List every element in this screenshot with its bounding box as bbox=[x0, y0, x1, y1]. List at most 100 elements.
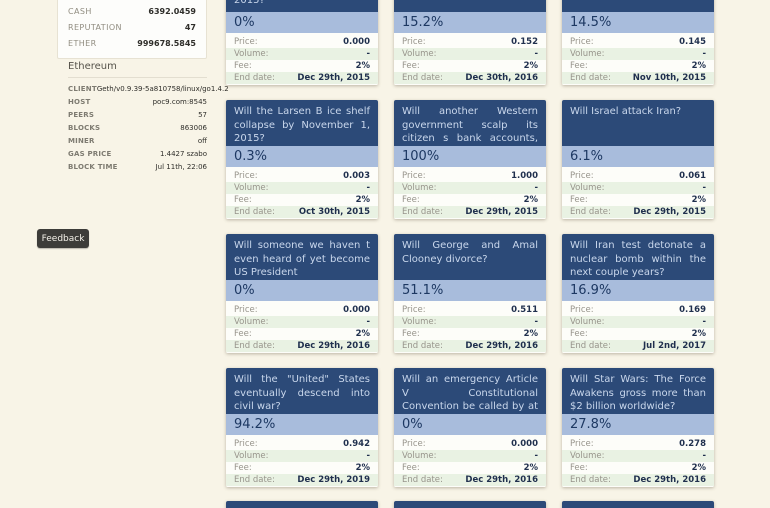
fee-label: Fee: bbox=[570, 329, 588, 339]
market-card[interactable]: 2015? 0% Price: 0.000 Volume: - Fee: 2% … bbox=[226, 0, 378, 85]
end-date-value: Dec 29th, 2016 bbox=[297, 341, 370, 351]
feedback-button[interactable]: Feedback bbox=[37, 229, 89, 248]
volume-label: Volume: bbox=[402, 183, 437, 193]
market-card[interactable]: Will Iran test detonate a nuclear bomb w… bbox=[562, 234, 714, 353]
gas-price-label: GAS PRICE bbox=[68, 149, 112, 158]
market-question bbox=[394, 501, 546, 508]
price-value: 1.000 bbox=[511, 171, 538, 181]
market-percent-value: 94.2% bbox=[234, 417, 276, 432]
volume-value: - bbox=[702, 317, 706, 327]
market-card[interactable]: Will the Larsen B ice shelf collapse by … bbox=[226, 100, 378, 219]
fee-label: Fee: bbox=[234, 195, 252, 205]
market-question-text: Will someone we haven t even heard of ye… bbox=[234, 240, 370, 278]
end-date-row: End date: Dec 29th, 2016 bbox=[394, 340, 546, 352]
price-row: Price: 1.000 bbox=[394, 170, 546, 182]
end-date-row: End date: Dec 29th, 2015 bbox=[394, 206, 546, 218]
market-question: Will the Larsen B ice shelf collapse by … bbox=[226, 100, 378, 146]
market-percent-value: 0% bbox=[402, 417, 423, 432]
market-card[interactable]: Will the "United" States eventually desc… bbox=[226, 368, 378, 487]
end-date-label: End date: bbox=[402, 207, 443, 217]
price-value: 0.145 bbox=[679, 37, 706, 47]
volume-value: - bbox=[702, 49, 706, 59]
market-card[interactable]: Will another Western government scalp it… bbox=[394, 100, 546, 219]
price-row: Price: 0.000 bbox=[394, 438, 546, 450]
end-date-label: End date: bbox=[402, 73, 443, 83]
market-question: Will an emergency Article V Constitution… bbox=[394, 368, 546, 414]
market-card[interactable]: 14.5% Price: 0.145 Volume: - Fee: 2% End… bbox=[562, 0, 714, 85]
market-details: Price: 0.278 Volume: - Fee: 2% End date:… bbox=[562, 435, 714, 487]
market-question: Will Star Wars: The Force Awakens gross … bbox=[562, 368, 714, 414]
market-details: Price: 0.145 Volume: - Fee: 2% End date:… bbox=[562, 33, 714, 85]
market-question bbox=[226, 501, 378, 508]
fee-value: 2% bbox=[691, 61, 706, 71]
market-question: 2015? bbox=[226, 0, 378, 12]
market-details: Price: 1.000 Volume: - Fee: 2% End date:… bbox=[394, 167, 546, 219]
price-row: Price: 0.942 bbox=[226, 438, 378, 450]
end-date-label: End date: bbox=[234, 475, 275, 485]
market-question-text: Will Iran test detonate a nuclear bomb w… bbox=[570, 240, 706, 278]
market-card[interactable]: Will Israel attack Iran? 6.1% Price: 0.0… bbox=[562, 100, 714, 219]
volume-value: - bbox=[366, 183, 370, 193]
end-date-label: End date: bbox=[402, 341, 443, 351]
fee-label: Fee: bbox=[402, 195, 420, 205]
market-details: Price: 0.000 Volume: - Fee: 2% End date:… bbox=[226, 33, 378, 85]
market-percent-bar: 0.3% bbox=[226, 146, 378, 167]
node-row-gas-price: GAS PRICE 1.4427 szabo bbox=[68, 147, 207, 160]
host-label: HOST bbox=[68, 97, 91, 106]
price-value: 0.061 bbox=[679, 171, 706, 181]
market-percent-bar: 16.9% bbox=[562, 280, 714, 301]
market-percent-bar: 0% bbox=[226, 280, 378, 301]
fee-value: 2% bbox=[523, 61, 538, 71]
volume-value: - bbox=[366, 49, 370, 59]
ethereum-node-info: CLIENT Geth/v0.9.39-5a810758/linux/go1.4… bbox=[68, 82, 229, 173]
host-value: poc9.com:8545 bbox=[152, 97, 207, 106]
node-row-miner: MINER off bbox=[68, 134, 207, 147]
market-percent-bar: 51.1% bbox=[394, 280, 546, 301]
market-percent-value: 51.1% bbox=[402, 283, 444, 298]
price-row: Price: 0.278 bbox=[562, 438, 714, 450]
market-percent-value: 15.2% bbox=[402, 15, 444, 30]
gas-price-value: 1.4427 szabo bbox=[159, 149, 207, 158]
ethereum-section-heading: Ethereum bbox=[68, 61, 207, 78]
market-card[interactable]: Will someone we haven t even heard of ye… bbox=[226, 234, 378, 353]
market-card[interactable]: Price: Volume: Fee: End date: bbox=[562, 501, 714, 508]
market-percent-value: 16.9% bbox=[570, 283, 612, 298]
market-question-text: Will George and Amal Clooney divorce? bbox=[402, 240, 538, 265]
market-card[interactable]: Price: Volume: Fee: End date: bbox=[226, 501, 378, 508]
fee-value: 2% bbox=[355, 61, 370, 71]
market-card[interactable]: Price: Volume: Fee: End date: bbox=[394, 501, 546, 508]
market-question-text: 2015? bbox=[234, 0, 265, 6]
market-question-text: Will an emergency Article V Constitution… bbox=[402, 374, 538, 412]
fee-value: 2% bbox=[691, 195, 706, 205]
market-card[interactable]: Will an emergency Article V Constitution… bbox=[394, 368, 546, 487]
market-card[interactable]: Will George and Amal Clooney divorce? 51… bbox=[394, 234, 546, 353]
end-date-value: Dec 29th, 2016 bbox=[465, 475, 538, 485]
node-row-client: CLIENT Geth/v0.9.39-5a810758/linux/go1.4… bbox=[68, 82, 229, 95]
fee-label: Fee: bbox=[570, 463, 588, 473]
volume-row: Volume: - bbox=[226, 450, 378, 462]
market-details: Price: 0.000 Volume: - Fee: 2% End date:… bbox=[226, 301, 378, 353]
market-percent-bar: 27.8% bbox=[562, 414, 714, 435]
fee-value: 2% bbox=[355, 195, 370, 205]
ether-value: 999678.5845 bbox=[137, 38, 196, 48]
fee-label: Fee: bbox=[570, 61, 588, 71]
price-label: Price: bbox=[570, 439, 594, 449]
market-question: Will the "United" States eventually desc… bbox=[226, 368, 378, 414]
market-card[interactable]: Will Star Wars: The Force Awakens gross … bbox=[562, 368, 714, 487]
market-percent-value: 0% bbox=[234, 15, 255, 30]
end-date-row: End date: Dec 29th, 2016 bbox=[562, 474, 714, 486]
market-details: Price: 0.000 Volume: - Fee: 2% End date:… bbox=[394, 435, 546, 487]
blocks-value: 863006 bbox=[180, 123, 207, 132]
end-date-value: Oct 30th, 2015 bbox=[298, 207, 370, 217]
fee-label: Fee: bbox=[402, 329, 420, 339]
market-percent-value: 27.8% bbox=[570, 417, 612, 432]
end-date-value: Dec 29th, 2015 bbox=[633, 207, 706, 217]
fee-value: 2% bbox=[523, 463, 538, 473]
market-question: Will someone we haven t even heard of ye… bbox=[226, 234, 378, 280]
market-question-text: Will Star Wars: The Force Awakens gross … bbox=[570, 374, 706, 412]
market-card[interactable]: 15.2% Price: 0.152 Volume: - Fee: 2% End… bbox=[394, 0, 546, 85]
market-question bbox=[562, 501, 714, 508]
fee-row: Fee: 2% bbox=[394, 462, 546, 474]
volume-label: Volume: bbox=[570, 317, 605, 327]
market-percent-value: 14.5% bbox=[570, 15, 612, 30]
